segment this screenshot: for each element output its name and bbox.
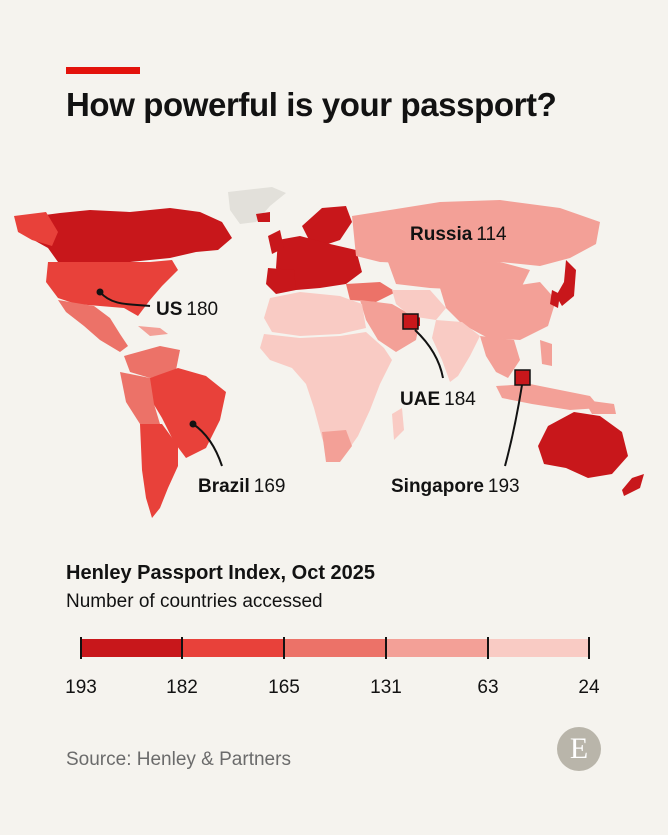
legend-tick-label: 165 [268,677,300,698]
legend-tick [80,637,82,659]
legend-swatch [488,639,590,657]
mexico [58,300,128,352]
iberia [266,268,296,294]
brazil-marker [189,420,197,428]
north-africa [264,292,366,336]
iran-central-asia [392,290,446,320]
callout-us: US 180 [156,299,218,320]
page-title: How powerful is your passport? [66,86,557,123]
callout-brazil: Brazil 169 [198,476,285,497]
callout-russia: Russia 114 [410,224,507,245]
arabian-peninsula [360,300,420,352]
turkey-caucasus [346,282,396,302]
legend-subtitle: Number of countries accessed [66,591,323,612]
caribbean [138,326,168,336]
new-zealand [622,474,644,496]
legend-tick-label: 182 [166,677,198,698]
southern-africa [322,430,352,462]
accent-bar [66,67,140,74]
legend-tick-label: 63 [477,677,499,698]
western-europe [276,236,362,290]
legend-tick [588,637,590,659]
kazakhstan-mongolia [388,262,530,290]
us-marker [96,288,104,296]
colombia-venezuela [124,346,180,378]
legend-swatch [182,639,284,657]
iceland [256,212,270,222]
korea [550,290,560,308]
legend-tick-label: 131 [370,677,402,698]
greenland [228,187,286,224]
source-note: Source: Henley & Partners [66,749,291,770]
scandinavia [302,206,352,246]
uae-leader-line [414,329,444,379]
legend-tick-label: 24 [578,677,600,698]
us-leader-line [99,291,151,307]
legend-tick [385,637,387,659]
australia [538,412,628,478]
legend-tick [181,637,183,659]
indonesia-philippines [496,384,600,410]
economist-logo: E [557,727,601,771]
legend-swatch [80,639,182,657]
new-guinea [584,400,616,414]
uae-marker [402,313,419,330]
japan [556,260,576,306]
callout-singapore: Singapore 193 [391,476,520,497]
sub-saharan-africa [260,332,392,460]
color-scale [80,637,590,659]
peru-bolivia [120,372,160,424]
legend-title: Henley Passport Index, Oct 2025 [66,562,376,584]
madagascar [392,408,404,440]
philippines [540,340,552,366]
uk-ireland [268,230,284,254]
world-map: Russia 114 US 180 UAE 184 Brazil 169 Singapo… [14,187,644,518]
mainland-southeast-asia [480,336,520,378]
legend-tick [487,637,489,659]
alaska [14,212,58,246]
singapore-marker [514,369,531,386]
singapore-leader-line [504,384,523,467]
argentina-chile [140,424,178,518]
india [432,320,480,382]
united-states [46,260,178,316]
legend-swatch [386,639,488,657]
legend-tick [283,637,285,659]
legend-swatch [284,639,386,657]
brazil-leader-line [192,423,223,467]
callout-uae: UAE 184 [400,389,476,410]
china [440,282,556,340]
russia [352,200,600,268]
legend-tick-label: 193 [65,677,97,698]
canada [22,208,232,262]
